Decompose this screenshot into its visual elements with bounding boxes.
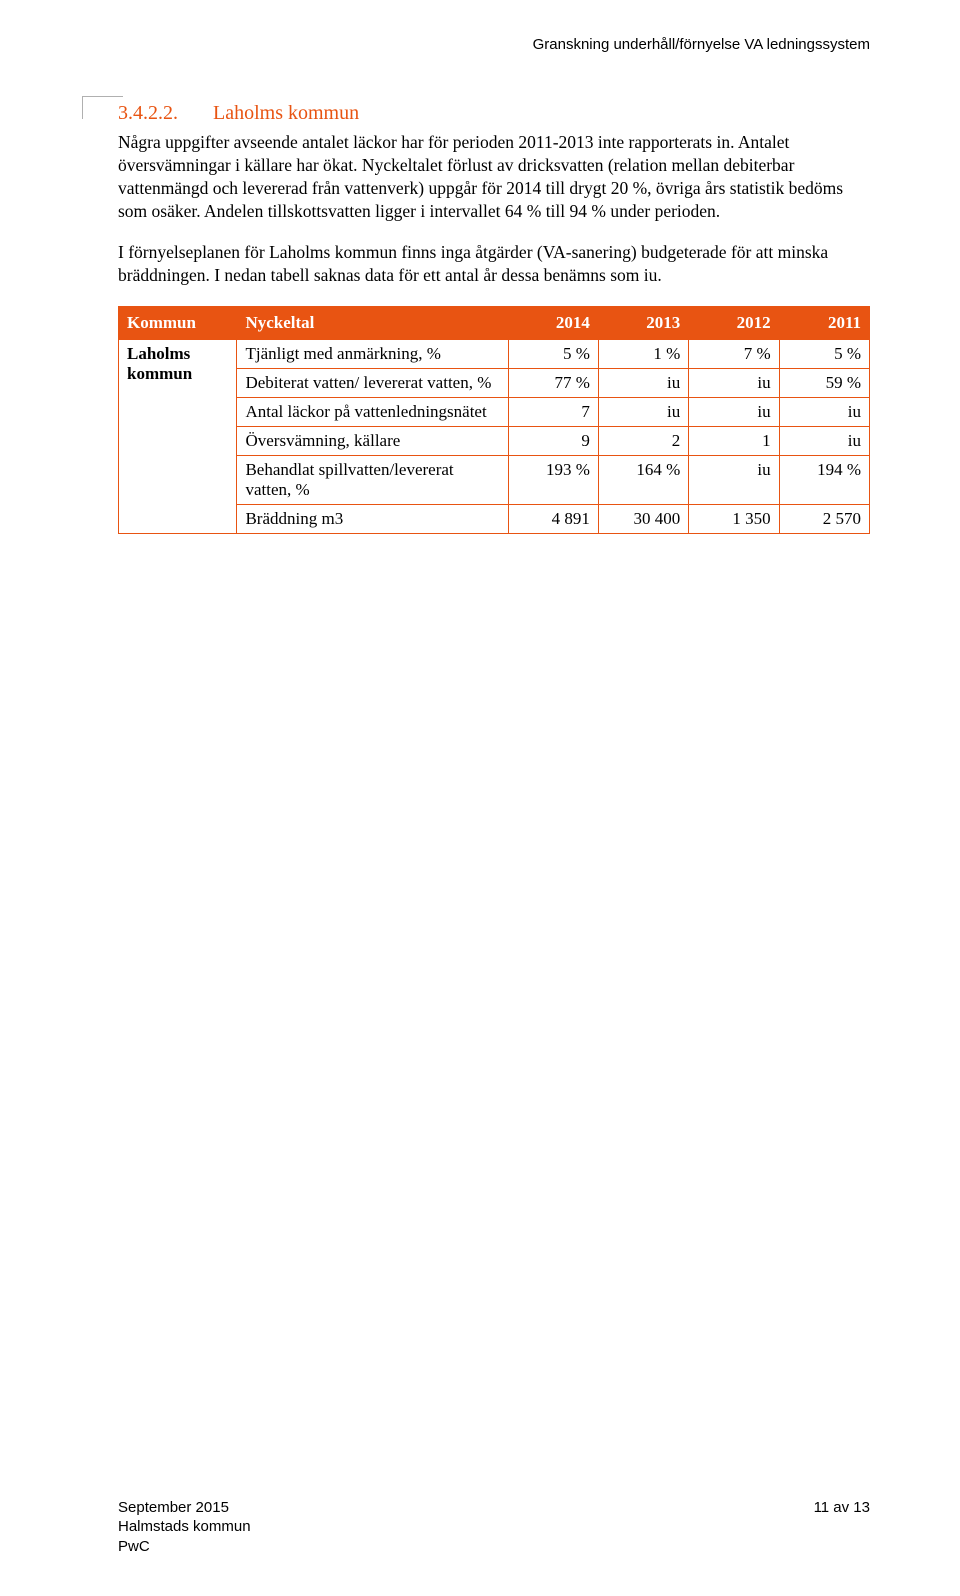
metric-value: iu: [598, 368, 688, 397]
metric-value: 164 %: [598, 455, 688, 504]
metric-value: 30 400: [598, 504, 688, 533]
page: Granskning underhåll/förnyelse VA lednin…: [0, 0, 960, 1596]
footer-client: Halmstads kommun: [118, 1518, 251, 1535]
footer-page-number: 11 av 13: [814, 1498, 870, 1518]
metric-value: iu: [689, 368, 779, 397]
table-row: Laholms kommun Tjänligt med anmärkning, …: [119, 339, 870, 368]
metric-value: 77 %: [508, 368, 598, 397]
footer-firm: PwC: [118, 1538, 150, 1555]
kommun-cell-line1: Laholms: [127, 344, 190, 363]
footer-date: September 2015: [118, 1499, 229, 1516]
metric-value: 1: [689, 426, 779, 455]
metric-value: iu: [779, 397, 869, 426]
page-footer: September 2015 Halmstads kommun PwC 11 a…: [118, 1498, 870, 1557]
th-nyckeltal: Nyckeltal: [237, 306, 508, 339]
metric-value: 2 570: [779, 504, 869, 533]
nyckeltal-table: Kommun Nyckeltal 2014 2013 2012 2011 Lah…: [118, 306, 870, 534]
th-kommun: Kommun: [119, 306, 237, 339]
metric-label: Översvämning, källare: [237, 426, 508, 455]
th-2011: 2011: [779, 306, 869, 339]
footer-left: September 2015 Halmstads kommun PwC: [118, 1498, 251, 1557]
metric-value: iu: [689, 397, 779, 426]
metric-value: 7 %: [689, 339, 779, 368]
metric-value: 194 %: [779, 455, 869, 504]
th-2014: 2014: [508, 306, 598, 339]
metric-value: iu: [779, 426, 869, 455]
metric-label: Tjänligt med anmärkning, %: [237, 339, 508, 368]
metric-value: 9: [508, 426, 598, 455]
metric-value: 1 350: [689, 504, 779, 533]
body-paragraph-2: I förnyelseplanen för Laholms kommun fin…: [118, 241, 870, 287]
body-paragraph-1: Några uppgifter avseende antalet läckor …: [118, 131, 870, 223]
kommun-cell: Laholms kommun: [119, 339, 237, 533]
metric-value: 4 891: [508, 504, 598, 533]
metric-label: Debiterat vatten/ levererat vatten, %: [237, 368, 508, 397]
metric-value: 59 %: [779, 368, 869, 397]
section-title: Laholms kommun: [213, 102, 359, 124]
metric-value: iu: [689, 455, 779, 504]
metric-label: Behandlat spillvatten/levererat vatten, …: [237, 455, 508, 504]
corner-rule-decor: [82, 96, 123, 119]
metric-label: Bräddning m3: [237, 504, 508, 533]
metric-value: 7: [508, 397, 598, 426]
metric-value: 2: [598, 426, 688, 455]
th-2012: 2012: [689, 306, 779, 339]
section-heading: 3.4.2.2. Laholms kommun: [118, 102, 870, 125]
metric-value: iu: [598, 397, 688, 426]
metric-value: 5 %: [508, 339, 598, 368]
metric-value: 1 %: [598, 339, 688, 368]
table-header-row: Kommun Nyckeltal 2014 2013 2012 2011: [119, 306, 870, 339]
running-header: Granskning underhåll/förnyelse VA lednin…: [533, 36, 870, 53]
content-area: 3.4.2.2. Laholms kommun Några uppgifter …: [118, 102, 870, 534]
th-2013: 2013: [598, 306, 688, 339]
section-number: 3.4.2.2.: [118, 102, 178, 125]
metric-label: Antal läckor på vattenledningsnätet: [237, 397, 508, 426]
metric-value: 5 %: [779, 339, 869, 368]
metric-value: 193 %: [508, 455, 598, 504]
kommun-cell-line2: kommun: [127, 364, 192, 383]
